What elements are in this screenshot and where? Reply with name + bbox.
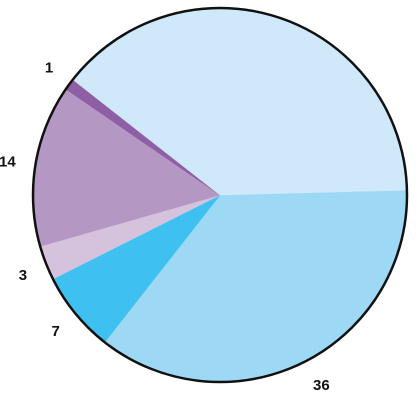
slice-label-14: 14 bbox=[0, 154, 16, 171]
slice-label-39: 39 bbox=[285, 0, 302, 3]
pie-slices bbox=[32, 7, 408, 383]
slice-label-7: 7 bbox=[51, 323, 59, 340]
slice-label-36: 36 bbox=[313, 377, 330, 394]
slice-label-1: 1 bbox=[45, 60, 53, 77]
slice-labels: 36 7 3 14 1 39 bbox=[0, 0, 330, 394]
pie-outline bbox=[31, 6, 409, 384]
slice-label-3: 3 bbox=[19, 267, 27, 284]
